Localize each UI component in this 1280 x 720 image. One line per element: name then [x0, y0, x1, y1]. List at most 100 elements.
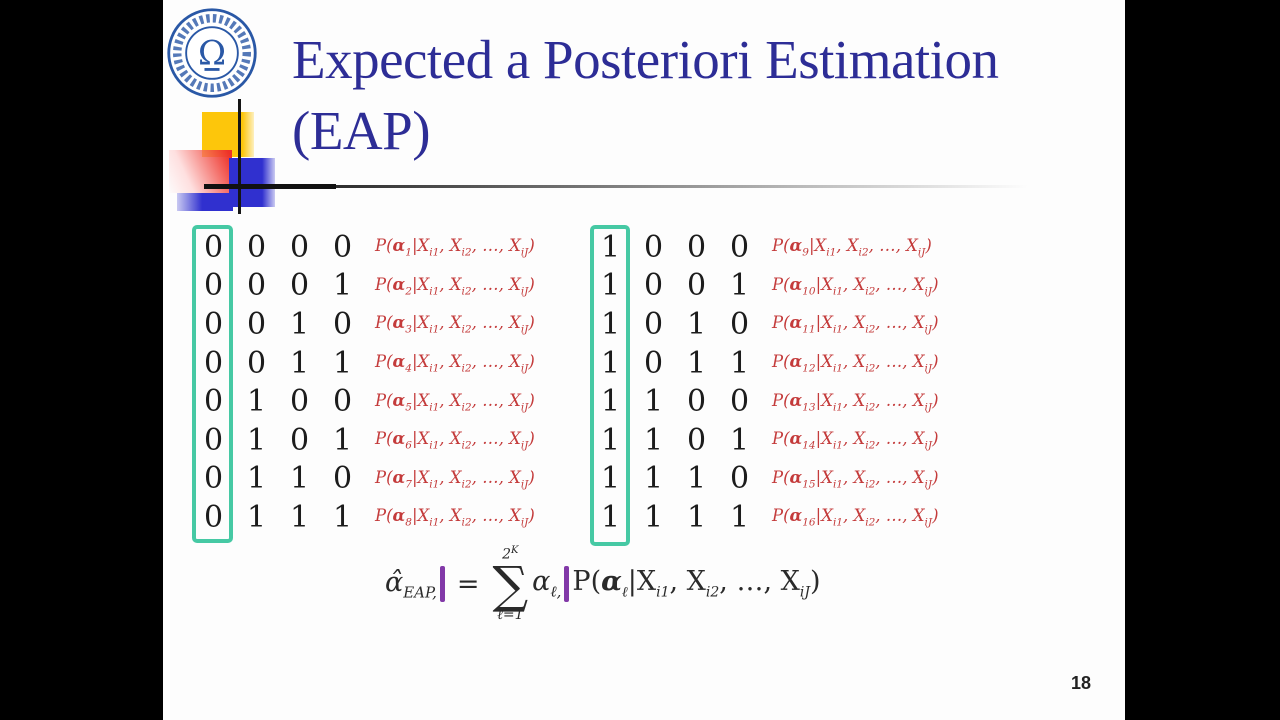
- alpha-symbol: α: [392, 274, 406, 294]
- alpha-symbol: α: [392, 467, 406, 487]
- bit-cell: 1: [600, 461, 621, 497]
- bit-cell: 1: [289, 499, 310, 535]
- bit-cell: 1: [729, 268, 750, 304]
- bit-cell: 1: [600, 422, 621, 458]
- alpha-symbol: α: [789, 236, 803, 256]
- table-row: 0 1 0 0 P(α5|Xi1, Xi2, …, XiJ): [192, 382, 535, 421]
- alpha-symbol: α: [789, 390, 803, 410]
- slide-title: Expected a Posteriori Estimation (EAP): [292, 24, 999, 166]
- posterior-label: P(α2|Xi1, Xi2, …, XiJ): [375, 274, 535, 298]
- bit-cell: 0: [686, 422, 707, 458]
- posterior-label: P(α3|Xi1, Xi2, …, XiJ): [375, 313, 535, 336]
- posterior-label: P(α16|Xi1, Xi2, …, XiJ): [772, 506, 939, 529]
- bit-cell: 0: [686, 268, 707, 304]
- sigma-icon: ∑: [492, 555, 529, 614]
- posterior-label: P(α14|Xi1, Xi2, …, XiJ): [772, 429, 939, 452]
- slide: Ω Expected a Posteriori Estimation (EAP)…: [163, 0, 1125, 720]
- posterior-term: P(αℓ|Xi1, Xi2, …, XiJ): [572, 566, 821, 601]
- title-rule-line: [204, 185, 1062, 188]
- bit-cell: 0: [686, 229, 707, 265]
- alpha-symbol: α: [789, 467, 803, 487]
- bit-cell: 0: [686, 384, 707, 420]
- table-row: 0 0 1 0 P(α3|Xi1, Xi2, …, XiJ): [192, 305, 535, 344]
- pattern-table-left: 0 0 0 0 P(α1|Xi1, Xi2, …, XiJ) 0 0 0 1 P(α2|Xi1, …: [192, 228, 535, 537]
- eap-formula: α̂EAP, = 2K ∑ ℓ=1 αℓ, P(αℓ|Xi1, Xi2, …, …: [385, 538, 821, 630]
- posterior-label: P(α8|Xi1, Xi2, …, XiJ): [375, 506, 535, 529]
- bit-cell: 0: [203, 422, 224, 458]
- posterior-label: P(α15|Xi1, Xi2, …, XiJ): [772, 467, 939, 490]
- decor-vertical-line: [238, 99, 241, 214]
- bit-cell: 1: [600, 268, 621, 304]
- posterior-label: P(α11|Xi1, Xi2, …, XiJ): [772, 313, 939, 336]
- posterior-label: P(α9|Xi1, Xi2, …, XiJ): [772, 236, 932, 259]
- formula-lhs: α̂EAP,: [385, 566, 437, 602]
- bit-cell: 0: [203, 384, 224, 420]
- highlight-box-left-column: [192, 225, 233, 543]
- alpha-symbol: α: [789, 506, 803, 526]
- slide-title-line1: Expected a Posteriori Estimation: [292, 29, 999, 90]
- table-row: 1 1 1 0 P(α15|Xi1, Xi2, …, XiJ): [589, 460, 939, 499]
- alpha-symbol: α: [392, 313, 406, 333]
- alpha-symbol: α: [789, 313, 803, 333]
- bit-cell: 1: [600, 345, 621, 381]
- table-row: 0 1 1 0 P(α7|Xi1, Xi2, …, XiJ): [192, 460, 535, 499]
- bit-cell: 0: [729, 306, 750, 342]
- bit-cell: 1: [686, 499, 707, 535]
- alpha-symbol: α: [392, 351, 406, 371]
- bit-cell: 1: [686, 461, 707, 497]
- bit-cell: 1: [246, 499, 267, 535]
- bit-cell: 1: [600, 384, 621, 420]
- bit-cell: 0: [332, 229, 353, 265]
- university-logo-icon: Ω: [167, 8, 257, 98]
- bit-cell: 1: [246, 384, 267, 420]
- table-row: 1 0 0 0 P(α9|Xi1, Xi2, …, XiJ): [589, 228, 939, 267]
- bit-cell: 0: [203, 345, 224, 381]
- summation-lower-limit: ℓ=1: [497, 606, 524, 623]
- table-row: 0 1 1 1 P(α8|Xi1, Xi2, …, XiJ): [192, 498, 535, 537]
- bit-cell: 0: [289, 384, 310, 420]
- bit-cell: 0: [643, 229, 664, 265]
- table-row: 1 0 1 1 P(α12|Xi1, Xi2, …, XiJ): [589, 344, 939, 383]
- bit-cell: 1: [289, 306, 310, 342]
- table-row: 0 0 1 1 P(α4|Xi1, Xi2, …, XiJ): [192, 344, 535, 383]
- pattern-table-right: 1 0 0 0 P(α9|Xi1, Xi2, …, XiJ) 1 0 0 1 P(α10|Xi1,…: [589, 228, 939, 537]
- alpha-symbol: α: [789, 351, 803, 371]
- cursor-bar-icon: [439, 566, 445, 602]
- table-row: 1 0 0 1 P(α10|Xi1, Xi2, …, XiJ): [589, 267, 939, 306]
- bit-cell: 1: [643, 461, 664, 497]
- bit-cell: 0: [729, 461, 750, 497]
- bit-cell: 1: [332, 422, 353, 458]
- decor-blue-square: [229, 158, 275, 207]
- slide-title-line2: (EAP): [292, 100, 431, 161]
- bit-cell: 0: [203, 499, 224, 535]
- bit-cell: 0: [203, 229, 224, 265]
- posterior-label: P(α5|Xi1, Xi2, …, XiJ): [375, 390, 535, 413]
- posterior-label: P(α6|Xi1, Xi2, …, XiJ): [375, 429, 535, 452]
- table-row: 1 1 1 1 P(α16|Xi1, Xi2, …, XiJ): [589, 498, 939, 537]
- bit-cell: 1: [289, 461, 310, 497]
- bit-cell: 1: [643, 422, 664, 458]
- bit-cell: 0: [332, 461, 353, 497]
- alpha-symbol: α: [789, 274, 803, 294]
- bit-cell: 0: [246, 229, 267, 265]
- bit-cell: 1: [600, 499, 621, 535]
- bit-cell: 1: [643, 384, 664, 420]
- formula-weight-term: αℓ,: [532, 566, 562, 601]
- alpha-symbol: α: [392, 390, 406, 410]
- posterior-label: P(α10|Xi1, Xi2, …, XiJ): [772, 274, 939, 298]
- table-row: 1 1 0 0 P(α13|Xi1, Xi2, …, XiJ): [589, 382, 939, 421]
- posterior-label: P(α1|Xi1, Xi2, …, XiJ): [375, 236, 535, 259]
- bit-cell: 0: [643, 268, 664, 304]
- bit-cell: 0: [203, 306, 224, 342]
- bit-cell: 0: [729, 229, 750, 265]
- bit-cell: 0: [729, 384, 750, 420]
- bit-cell: 0: [332, 384, 353, 420]
- bit-cell: 1: [686, 306, 707, 342]
- bit-cell: 1: [332, 499, 353, 535]
- posterior-label: P(α4|Xi1, Xi2, …, XiJ): [375, 351, 535, 375]
- summation-upper-limit: 2K: [502, 545, 519, 563]
- bit-cell: 1: [600, 306, 621, 342]
- bit-cell: 1: [729, 499, 750, 535]
- summation: 2K ∑ ℓ=1: [492, 546, 528, 622]
